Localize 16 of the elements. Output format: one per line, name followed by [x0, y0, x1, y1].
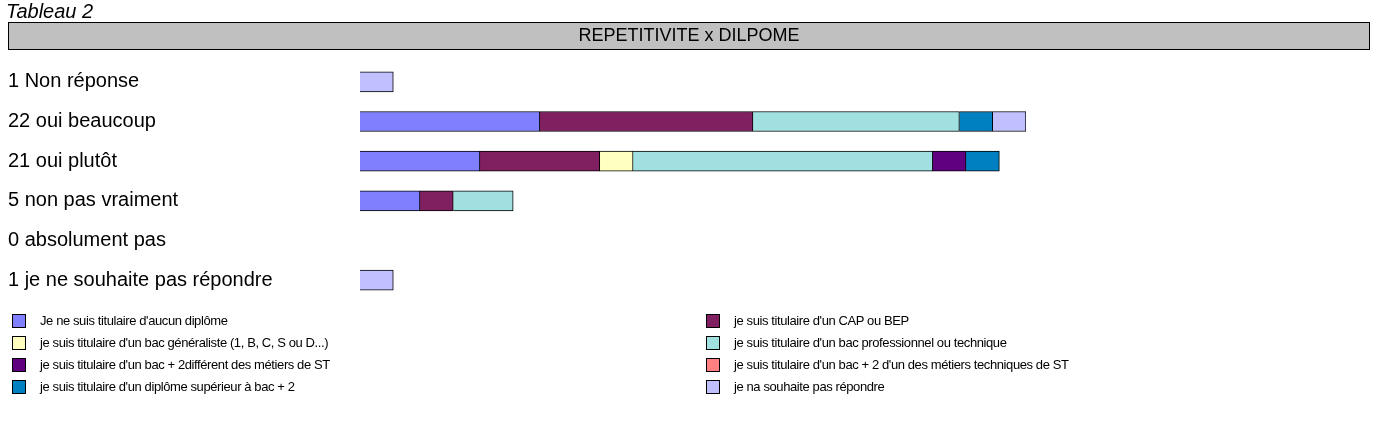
legend-label: je na souhaite pas répondre [734, 379, 885, 394]
legend-label: je suis titulaire d'un bac + 2 d'un des métiers techniques de ST [734, 357, 1069, 372]
y-tick-label: 1 Non réponse [8, 69, 140, 92]
text: Tableau 2 [6, 0, 95, 22]
legend-label: je suis titulaire d'un CAP ou BEP [734, 313, 909, 328]
legend-label: je suis titulaire d'un bac + 2différent des métiers de ST [40, 357, 330, 372]
legend-label: je suis titulaire d'un diplôme supérieur à bac + 2 [40, 379, 295, 394]
y-tick-label: 0 absolument pas [8, 228, 166, 251]
chart-title: REPETITIVITE x DILPOME [8, 22, 1370, 50]
y-tick-label: 5 non pas vraiment [8, 188, 179, 211]
y-tick-label: 21 oui plutôt [8, 148, 118, 171]
legend-label: je suis titulaire d'un bac professionnel ou technique [734, 335, 1007, 350]
legend-label: je suis titulaire d'un bac généraliste (1, B, C, S ou D...) [40, 335, 329, 350]
y-tick-label: 1 je ne souhaite pas répondre [8, 267, 273, 290]
y-tick-label: 22 oui beaucoup [8, 109, 156, 132]
legend-label: Je ne suis titulaire d'aucun diplôme [40, 313, 228, 328]
